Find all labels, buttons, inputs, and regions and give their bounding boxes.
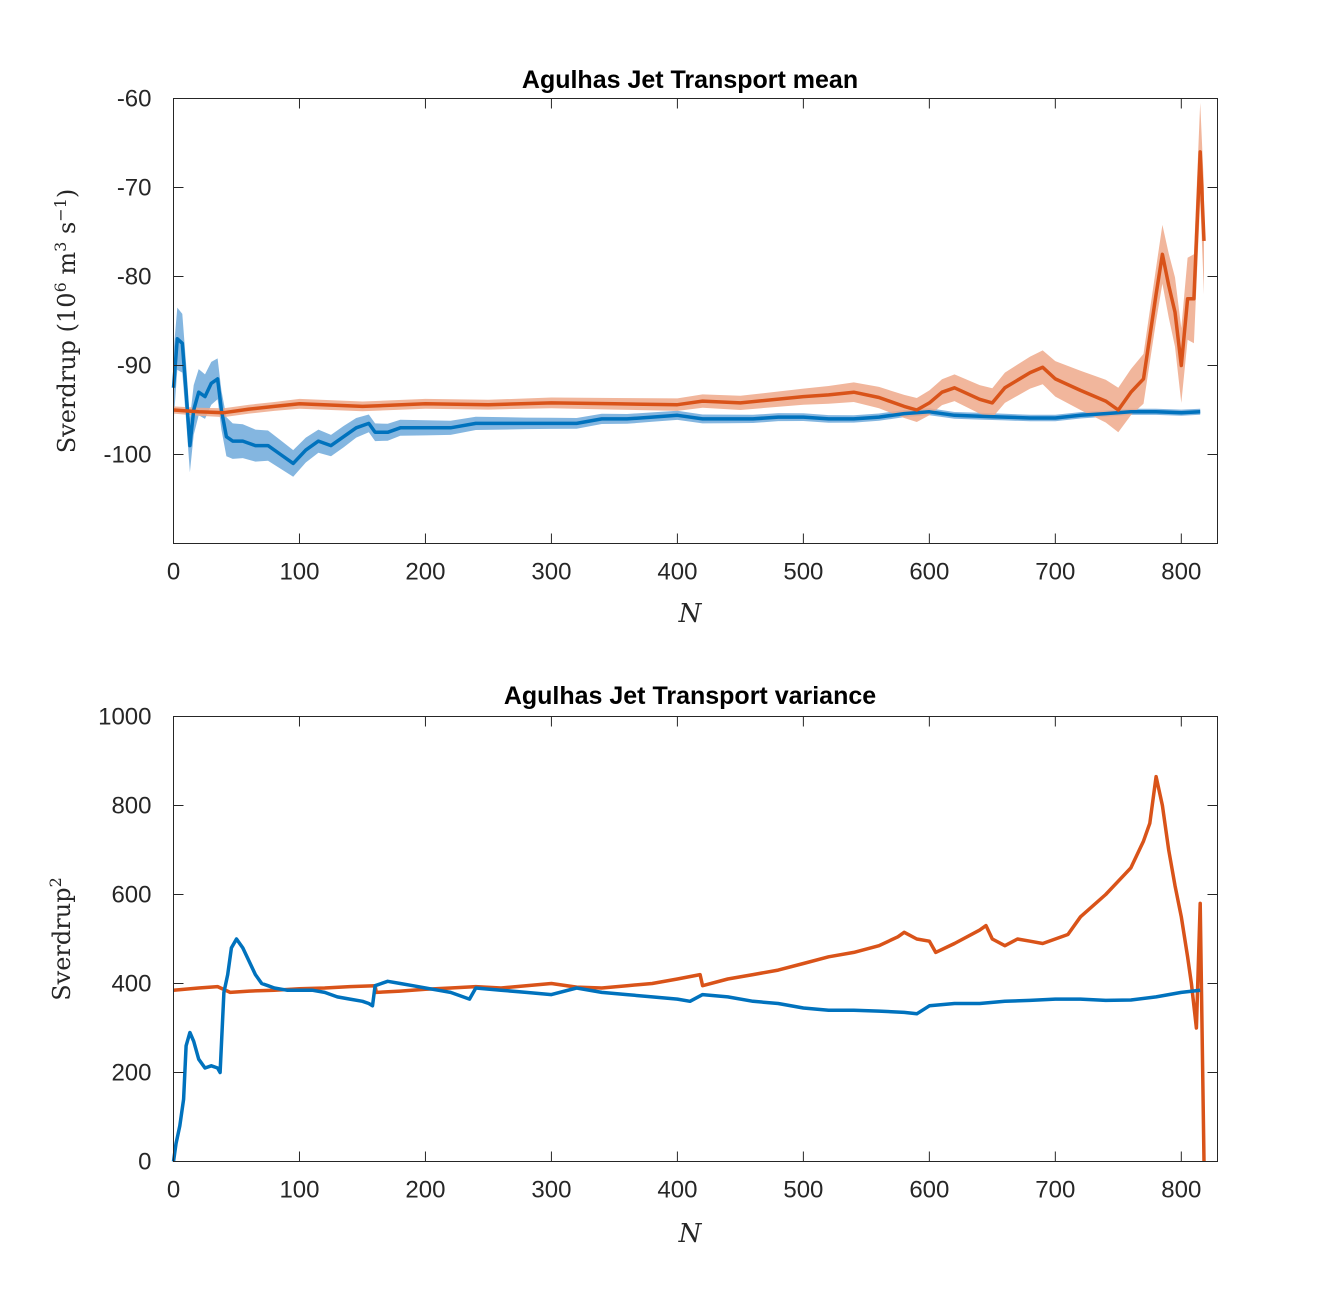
x-tick-label: 700 xyxy=(1035,559,1075,586)
mean-ticks: 0 100 200 300 400 500 600 700 800 -60 -70 -80 -90 -10… xyxy=(103,86,1218,586)
mean-y-axis-label: Sverdrup (106 m3 s−1) xyxy=(51,189,81,454)
y-tick-label: -100 xyxy=(103,442,151,469)
mean-axes-box xyxy=(173,98,1218,544)
y-tick-label: -60 xyxy=(117,86,152,113)
x-tick-label: 500 xyxy=(783,559,823,586)
x-tick-label: 800 xyxy=(1161,1177,1201,1204)
y-tick-label: 600 xyxy=(111,882,151,909)
mean-confidence-bands xyxy=(173,102,1204,477)
x-tick-label: 400 xyxy=(657,559,697,586)
x-tick-label: 600 xyxy=(909,1177,949,1204)
x-tick-label: 300 xyxy=(531,559,571,586)
y-tick-label: 800 xyxy=(111,793,151,820)
variance-series-lines xyxy=(171,774,1206,1162)
y-tick-label: -90 xyxy=(117,353,152,380)
x-tick-label: 100 xyxy=(279,1177,319,1204)
x-tick-label: 200 xyxy=(405,559,445,586)
x-tick-label: 800 xyxy=(1161,559,1201,586)
orange-mean-line xyxy=(173,150,1206,415)
orange-variance-line xyxy=(173,774,1206,1162)
x-tick-label: 300 xyxy=(531,1177,571,1204)
x-tick-label: 100 xyxy=(279,559,319,586)
orange-confidence-band xyxy=(173,102,1204,433)
y-tick-label: 1000 xyxy=(98,704,151,731)
mean-series-lines xyxy=(171,150,1206,466)
blue-confidence-band xyxy=(173,307,1201,477)
variance-axes-box xyxy=(173,716,1218,1162)
y-tick-label: 200 xyxy=(111,1060,151,1087)
variance-chart: Agulhas Jet Transport variance 0 100 200 30… xyxy=(46,682,1218,1249)
x-tick-label: 400 xyxy=(657,1177,697,1204)
x-tick-label: 700 xyxy=(1035,1177,1075,1204)
x-tick-label: 0 xyxy=(167,559,180,586)
blue-variance-line xyxy=(171,937,1201,1162)
x-tick-label: 0 xyxy=(167,1177,180,1204)
x-tick-label: 600 xyxy=(909,559,949,586)
y-tick-label: 0 xyxy=(138,1149,151,1176)
y-tick-label: -70 xyxy=(117,175,152,202)
mean-chart: Agulhas Jet Transport mean 0 100 200 300 400… xyxy=(51,66,1218,629)
variance-y-axis-label: Sverdrup2 xyxy=(46,877,76,1001)
blue-mean-line xyxy=(171,337,1201,466)
variance-x-axis-label: N xyxy=(678,1219,703,1249)
mean-x-axis-label: N xyxy=(678,599,703,629)
variance-chart-title: Agulhas Jet Transport variance xyxy=(504,682,876,710)
y-tick-label: -80 xyxy=(117,264,152,291)
mean-chart-title: Agulhas Jet Transport mean xyxy=(522,66,858,94)
variance-ticks: 0 100 200 300 400 500 600 700 800 0 200 400 600 800 10… xyxy=(98,704,1218,1204)
y-tick-label: 400 xyxy=(111,971,151,998)
x-tick-label: 200 xyxy=(405,1177,445,1204)
x-tick-label: 500 xyxy=(783,1177,823,1204)
